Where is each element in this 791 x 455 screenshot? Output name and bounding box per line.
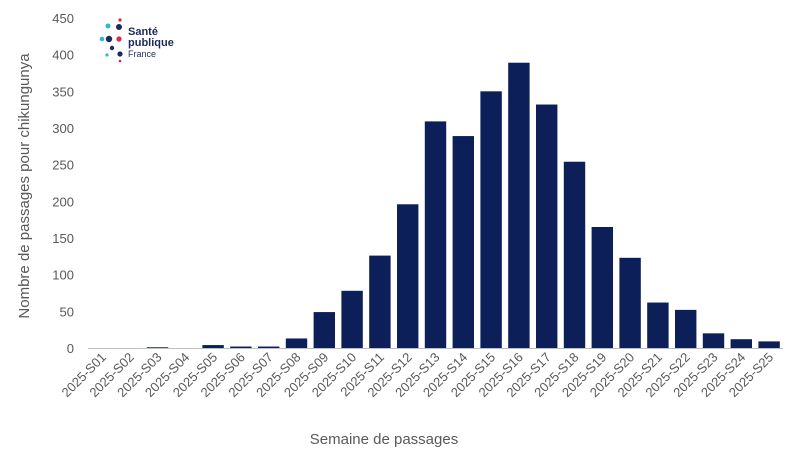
logo-line-3: France	[128, 49, 156, 59]
bar	[758, 341, 780, 348]
y-axis-title: Nombre de passages pour chikungunya	[16, 53, 33, 319]
y-axis: 0 50 100 150 200 250 300 350 400 450	[52, 11, 74, 356]
bar	[536, 104, 558, 348]
logo-dots-icon	[99, 18, 123, 63]
bars	[146, 62, 780, 349]
y-tick-label: 50	[60, 304, 74, 319]
y-tick-label: 100	[52, 268, 74, 283]
bar	[202, 345, 224, 348]
bar	[730, 339, 753, 348]
x-axis-title: Semaine de passages	[310, 431, 458, 448]
y-tick-label: 0	[67, 341, 74, 356]
bar	[563, 161, 586, 348]
y-tick-label: 350	[52, 84, 74, 99]
bar	[591, 227, 614, 348]
bar	[285, 338, 308, 348]
y-tick-label: 250	[52, 158, 74, 173]
bar	[258, 346, 280, 348]
x-axis: 2025-S012025-S022025-S032025-S042025-S05…	[59, 350, 777, 400]
bar	[619, 257, 641, 348]
bar	[675, 309, 697, 348]
bar	[230, 346, 252, 348]
y-tick-label: 400	[52, 48, 74, 63]
bar	[424, 121, 447, 349]
bar	[702, 333, 725, 348]
y-tick-label: 200	[52, 194, 74, 209]
logo-line-2: publique	[128, 37, 174, 49]
bar	[341, 290, 363, 348]
bar	[397, 204, 419, 348]
bar	[647, 302, 669, 348]
bar	[480, 91, 502, 348]
bar	[146, 347, 169, 348]
sante-publique-france-logo: Santé publique France	[99, 18, 174, 63]
bar	[369, 255, 391, 348]
bar	[452, 136, 475, 348]
y-tick-label: 300	[52, 121, 74, 136]
y-tick-label: 150	[52, 231, 74, 246]
bar	[508, 62, 530, 348]
logo-line-1: Santé	[128, 26, 158, 38]
bar	[313, 312, 336, 348]
y-tick-label: 450	[52, 11, 74, 26]
